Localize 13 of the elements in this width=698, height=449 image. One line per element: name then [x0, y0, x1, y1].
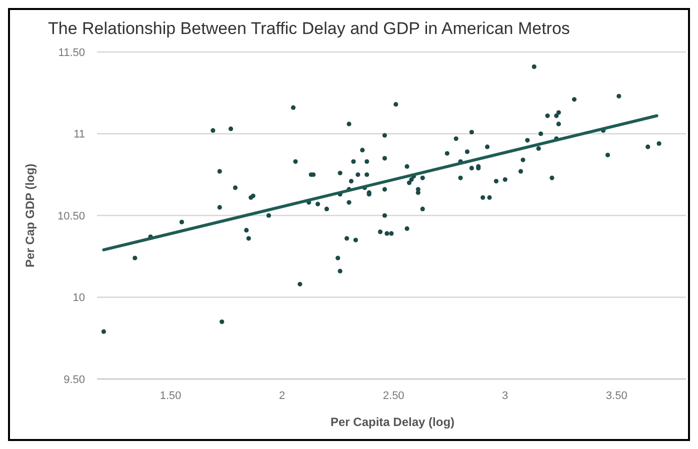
y-tick-label: 11 [74, 128, 85, 141]
y-axis-title: Per Cap GDP (log) [23, 164, 37, 268]
y-tick-label: 9.50 [64, 374, 85, 386]
y-tick-label: 11.50 [58, 46, 85, 59]
chart-title: The Relationship Between Traffic Delay and GDP in American Metros [48, 19, 570, 38]
x-tick-label: 1.50 [160, 390, 182, 402]
x-tick-label: 2.50 [382, 390, 404, 402]
x-tick-label: 3 [502, 390, 508, 402]
y-tick-label: 10 [72, 292, 85, 304]
x-axis-title: Per Capita Delay (log) [330, 415, 455, 429]
x-tick-label: 2 [279, 390, 286, 402]
x-tick-label: 3.50 [606, 390, 628, 402]
y-tick-label: 10.50 [57, 210, 85, 222]
